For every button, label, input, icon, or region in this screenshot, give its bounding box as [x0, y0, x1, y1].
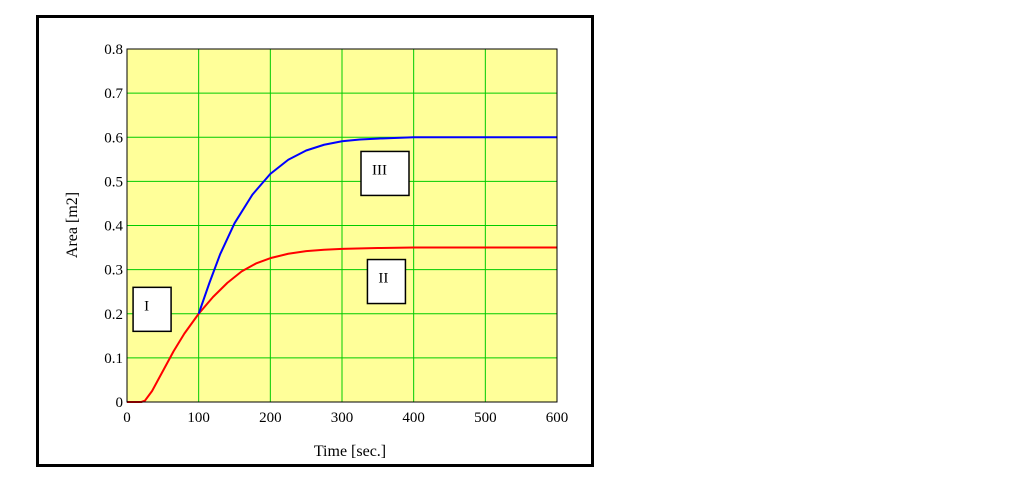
series-line-1 — [127, 246, 557, 403]
y-tick-label: 0.4 — [104, 219, 123, 235]
series-line-2 — [197, 136, 557, 315]
x-tick-label: 600 — [546, 410, 569, 426]
y-tick-label: 0.5 — [104, 174, 123, 190]
annotation-box: III — [360, 150, 410, 197]
y-tick-label: 0.7 — [104, 86, 123, 102]
y-tick-labels: 0 0.1 0.2 0.3 0.4 0.5 0.6 0.7 0.8 — [104, 42, 123, 411]
y-tick-label: 0.2 — [104, 307, 123, 323]
y-tick-label: 0 — [116, 395, 124, 411]
annotation-label: II — [378, 271, 388, 287]
y-tick-label: 0.1 — [104, 351, 123, 367]
annotation-label: I — [144, 298, 149, 314]
x-tick-label: 400 — [402, 410, 425, 426]
annotation-frame — [132, 286, 172, 333]
x-tick-label: 500 — [474, 410, 497, 426]
y-tick-label: 0.8 — [104, 42, 123, 58]
annotation-box: I — [132, 286, 172, 333]
x-tick-label: 100 — [187, 410, 210, 426]
x-tick-label: 300 — [331, 410, 354, 426]
annotation-box: II — [366, 258, 407, 305]
y-tick-label: 0.3 — [104, 263, 123, 279]
y-axis-label: Area [m2] — [64, 192, 81, 258]
series-group — [127, 136, 557, 403]
plot-border — [126, 48, 558, 403]
x-axis-label: Time [sec.] — [314, 443, 386, 460]
annotation-label: III — [372, 162, 387, 178]
y-tick-label: 0.6 — [104, 130, 123, 146]
annotation-frame — [360, 150, 410, 197]
x-tick-labels: 0 100 200 300 400 500 600 — [123, 410, 568, 426]
annotation-frame — [366, 258, 407, 305]
x-tick-label: 200 — [259, 410, 282, 426]
x-tick-label: 0 — [123, 410, 131, 426]
